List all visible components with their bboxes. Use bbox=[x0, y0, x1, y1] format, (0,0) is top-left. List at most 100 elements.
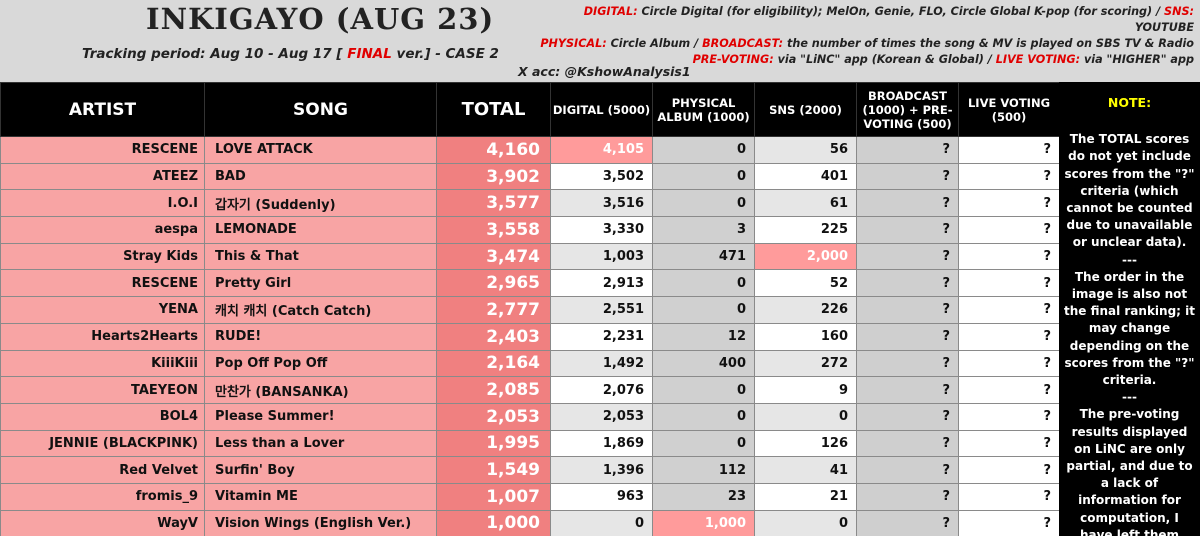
artist-cell: aespa bbox=[0, 216, 205, 244]
sns-cell: 56 bbox=[754, 136, 857, 164]
artist-cell: TAEYEON bbox=[0, 376, 205, 404]
digital-cell: 0 bbox=[550, 509, 653, 536]
sns-cell: 41 bbox=[754, 456, 857, 484]
info-line-digital: DIGITAL: Circle Digital (for eligibility… bbox=[534, 4, 1194, 36]
digital-cell: 1,396 bbox=[550, 456, 653, 484]
info-text: Circle Album / bbox=[606, 37, 703, 50]
col-sns: SNS (2000) bbox=[754, 82, 857, 137]
physical-cell: 400 bbox=[652, 349, 755, 378]
col-digital: DIGITAL (5000) bbox=[550, 82, 653, 137]
total-cell: 3,902 bbox=[436, 162, 551, 191]
broadcast-cell: ? bbox=[856, 296, 959, 324]
total-cell: 2,053 bbox=[436, 402, 551, 431]
digital-cell: 2,076 bbox=[550, 376, 653, 404]
song-cell: Pretty Girl bbox=[204, 269, 437, 298]
broadcast-cell: ? bbox=[856, 269, 959, 298]
live-voting-cell: ? bbox=[958, 322, 1060, 351]
live-voting-cell: ? bbox=[958, 136, 1060, 164]
total-cell: 2,403 bbox=[436, 322, 551, 351]
digital-cell: 2,231 bbox=[550, 322, 653, 351]
header: INKIGAYO (AUG 23) Tracking period: Aug 1… bbox=[0, 0, 1200, 82]
table-row: RESCENE LOVE ATTACK 4,160 4,105 0 56?? bbox=[0, 136, 1060, 164]
note-separator: --- bbox=[1122, 390, 1137, 405]
info-text: via "LiNC" app (Korean & Global) / bbox=[773, 53, 996, 66]
table-row: ATEEZ BAD 3,902 3,502 0 401?? bbox=[0, 162, 1060, 191]
song-cell: Please Summer! bbox=[204, 402, 437, 431]
total-cell: 4,160 bbox=[436, 136, 551, 164]
physical-cell: 0 bbox=[652, 189, 755, 218]
artist-cell: RESCENE bbox=[0, 269, 205, 298]
physical-cell: 0 bbox=[652, 296, 755, 324]
digital-cell: 2,913 bbox=[550, 269, 653, 298]
song-cell: Vitamin ME bbox=[204, 482, 437, 511]
col-artist: ARTIST bbox=[0, 82, 205, 137]
physical-cell: 112 bbox=[652, 456, 755, 484]
note-text: The order in the image is also not the f… bbox=[1063, 269, 1196, 388]
song-cell: 갑자기 (Suddenly) bbox=[204, 189, 437, 218]
broadcast-cell: ? bbox=[856, 216, 959, 244]
physical-cell: 0 bbox=[652, 376, 755, 404]
broadcast-cell: ? bbox=[856, 402, 959, 431]
live-voting-cell: ? bbox=[958, 402, 1060, 431]
physical-cell: 0 bbox=[652, 402, 755, 431]
physical-cell: 12 bbox=[652, 322, 755, 351]
song-cell: This & That bbox=[204, 242, 437, 271]
physical-cell: 0 bbox=[652, 162, 755, 191]
live-voting-cell: ? bbox=[958, 242, 1060, 271]
sns-cell: 0 bbox=[754, 402, 857, 431]
broadcast-cell: ? bbox=[856, 322, 959, 351]
col-physical: PHYSICAL ALBUM (1000) bbox=[652, 82, 755, 137]
info-text: Circle Digital (for eligibility); MelOn,… bbox=[637, 5, 1165, 18]
live-voting-cell: ? bbox=[958, 429, 1060, 458]
table-row: KiiiKiii Pop Off Pop Off 2,164 1,492 400 272?… bbox=[0, 349, 1060, 378]
sns-cell: 160 bbox=[754, 322, 857, 351]
song-cell: RUDE! bbox=[204, 322, 437, 351]
live-voting-cell: ? bbox=[958, 189, 1060, 218]
info-text: YOUTUBE bbox=[1134, 21, 1194, 34]
col-broadcast: BROADCAST (1000) + PRE-VOTING (500) bbox=[856, 82, 959, 137]
broadcast-cell: ? bbox=[856, 349, 959, 378]
criteria-info: DIGITAL: Circle Digital (for eligibility… bbox=[534, 4, 1194, 68]
sns-cell: 0 bbox=[754, 509, 857, 536]
digital-cell: 1,869 bbox=[550, 429, 653, 458]
sns-cell: 225 bbox=[754, 216, 857, 244]
total-cell: 1,549 bbox=[436, 456, 551, 484]
info-line-physical: PHYSICAL: Circle Album / BROADCAST: the … bbox=[534, 36, 1194, 52]
x-account: X acc: @KshowAnalysis1 bbox=[518, 64, 691, 79]
total-cell: 2,965 bbox=[436, 269, 551, 298]
table-row: BOL4 Please Summer! 2,053 2,053 0 0?? bbox=[0, 402, 1060, 431]
artist-cell: RESCENE bbox=[0, 136, 205, 164]
sns-cell: 61 bbox=[754, 189, 857, 218]
song-cell: Pop Off Pop Off bbox=[204, 349, 437, 378]
sns-cell: 21 bbox=[754, 482, 857, 511]
artist-cell: I.O.I bbox=[0, 189, 205, 218]
live-voting-cell: ? bbox=[958, 482, 1060, 511]
table-row: Red Velvet Surfin' Boy 1,549 1,396 112 41?? bbox=[0, 456, 1060, 484]
table-body: RESCENE LOVE ATTACK 4,160 4,105 0 56?? ATEEZ BA… bbox=[0, 136, 1060, 536]
table-row: TAEYEON 만찬가 (BANSANKA) 2,085 2,076 0 9?? bbox=[0, 376, 1060, 404]
live-voting-cell: ? bbox=[958, 349, 1060, 378]
artist-cell: BOL4 bbox=[0, 402, 205, 431]
song-cell: Less than a Lover bbox=[204, 429, 437, 458]
artist-cell: ATEEZ bbox=[0, 162, 205, 191]
info-key: BROADCAST: bbox=[702, 37, 784, 50]
digital-cell: 4,105 bbox=[550, 136, 653, 164]
table-row: Stray Kids This & That 3,474 1,003 471 2,000?… bbox=[0, 242, 1060, 271]
song-cell: 만찬가 (BANSANKA) bbox=[204, 376, 437, 404]
song-cell: Vision Wings (English Ver.) bbox=[204, 509, 437, 536]
digital-cell: 2,053 bbox=[550, 402, 653, 431]
col-live-voting: LIVE VOTING (500) bbox=[958, 82, 1060, 137]
score-table: ARTIST SONG TOTAL DIGITAL (5000) PHYSICA… bbox=[0, 82, 1060, 536]
physical-cell: 0 bbox=[652, 136, 755, 164]
broadcast-cell: ? bbox=[856, 162, 959, 191]
info-text: the number of times the song & MV is pla… bbox=[783, 37, 1194, 50]
total-cell: 2,777 bbox=[436, 296, 551, 324]
note-separator: --- bbox=[1122, 252, 1137, 267]
digital-cell: 1,003 bbox=[550, 242, 653, 271]
artist-cell: Stray Kids bbox=[0, 242, 205, 271]
broadcast-cell: ? bbox=[856, 429, 959, 458]
table-row: WayV Vision Wings (English Ver.) 1,000 0 1,0… bbox=[0, 509, 1060, 536]
tracking-period: Tracking period: Aug 10 - Aug 17 [ FINAL… bbox=[82, 46, 499, 62]
live-voting-cell: ? bbox=[958, 509, 1060, 536]
info-key: DIGITAL: bbox=[583, 5, 638, 18]
